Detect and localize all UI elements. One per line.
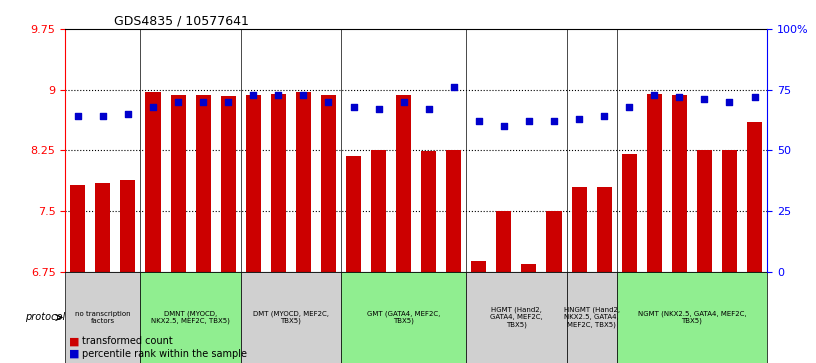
FancyBboxPatch shape	[140, 272, 241, 363]
Bar	[346, 156, 361, 272]
FancyBboxPatch shape	[466, 272, 566, 363]
Point	[497, 123, 511, 129]
Bar	[121, 180, 135, 272]
Bar	[472, 261, 486, 272]
Bar	[571, 187, 587, 272]
Point	[147, 104, 160, 110]
Bar	[421, 151, 437, 272]
Bar	[446, 151, 461, 272]
Text: transformed count: transformed count	[82, 336, 172, 346]
Point	[372, 106, 385, 112]
Bar	[547, 211, 561, 272]
Point	[672, 94, 685, 100]
Point	[422, 106, 435, 112]
Bar	[647, 94, 662, 272]
FancyBboxPatch shape	[241, 272, 341, 363]
FancyBboxPatch shape	[566, 272, 617, 363]
Bar	[622, 154, 636, 272]
Bar	[246, 95, 261, 272]
Bar	[496, 211, 512, 272]
Bar	[171, 95, 185, 272]
Point	[648, 92, 661, 98]
Point	[723, 99, 736, 105]
Bar	[521, 264, 536, 272]
FancyBboxPatch shape	[65, 272, 140, 363]
Text: HNGMT (Hand2,
NKX2.5, GATA4,
MEF2C, TBX5): HNGMT (Hand2, NKX2.5, GATA4, MEF2C, TBX5…	[564, 307, 619, 328]
Bar	[296, 92, 311, 272]
Point	[548, 118, 561, 124]
Text: GDS4835 / 10577641: GDS4835 / 10577641	[114, 15, 249, 28]
Bar	[747, 122, 762, 272]
Bar	[220, 96, 236, 272]
Point	[297, 92, 310, 98]
Bar	[596, 187, 612, 272]
Bar	[722, 150, 737, 272]
Text: ■: ■	[69, 349, 80, 359]
Bar	[95, 183, 110, 272]
Point	[122, 111, 135, 117]
Text: NGMT (NKX2.5, GATA4, MEF2C,
TBX5): NGMT (NKX2.5, GATA4, MEF2C, TBX5)	[637, 310, 746, 325]
Point	[522, 118, 535, 124]
Text: GMT (GATA4, MEF2C,
TBX5): GMT (GATA4, MEF2C, TBX5)	[367, 310, 441, 325]
Point	[171, 99, 184, 105]
Point	[623, 104, 636, 110]
FancyBboxPatch shape	[341, 272, 466, 363]
Point	[397, 99, 410, 105]
Bar	[672, 95, 687, 272]
Text: percentile rank within the sample: percentile rank within the sample	[82, 349, 246, 359]
Bar	[321, 95, 336, 272]
Bar	[396, 95, 411, 272]
Point	[472, 118, 486, 124]
Bar	[371, 151, 386, 272]
Text: DMT (MYOCD, MEF2C,
TBX5): DMT (MYOCD, MEF2C, TBX5)	[253, 310, 329, 325]
Point	[246, 92, 259, 98]
Point	[322, 99, 335, 105]
Point	[71, 114, 84, 119]
Bar	[697, 151, 712, 272]
Point	[96, 114, 109, 119]
Point	[573, 116, 586, 122]
Point	[347, 104, 360, 110]
Text: ■: ■	[69, 336, 80, 346]
Bar	[70, 185, 86, 272]
Text: no transcription
factors: no transcription factors	[75, 311, 131, 324]
Text: HGMT (Hand2,
GATA4, MEF2C,
TBX5): HGMT (Hand2, GATA4, MEF2C, TBX5)	[490, 307, 543, 328]
Text: protocol: protocol	[25, 313, 65, 322]
Point	[222, 99, 235, 105]
Point	[597, 114, 610, 119]
Bar	[196, 95, 211, 272]
Point	[197, 99, 210, 105]
Bar	[271, 94, 286, 272]
Point	[272, 92, 285, 98]
Point	[748, 94, 761, 100]
Point	[698, 97, 711, 102]
Text: DMNT (MYOCD,
NKX2.5, MEF2C, TBX5): DMNT (MYOCD, NKX2.5, MEF2C, TBX5)	[151, 310, 230, 325]
Bar	[145, 92, 161, 272]
FancyBboxPatch shape	[617, 272, 767, 363]
Point	[447, 85, 460, 90]
